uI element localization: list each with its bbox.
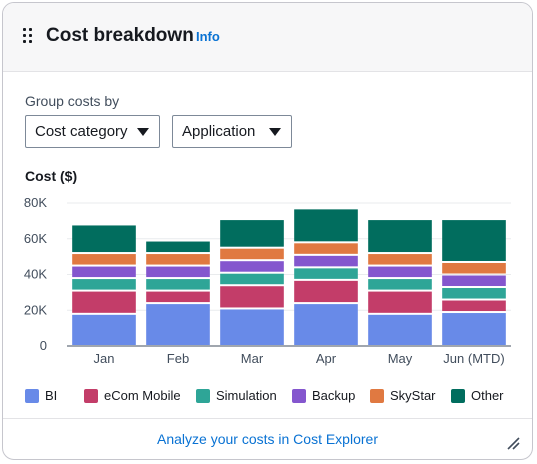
bar-segment-simulation[interactable]	[368, 279, 432, 290]
y-tick-label: 80K	[24, 195, 47, 210]
x-tick-label: Mar	[241, 351, 264, 366]
bar-segment-simulation[interactable]	[146, 279, 210, 290]
bar-segment-other[interactable]	[368, 220, 432, 253]
legend-label: Other	[471, 388, 504, 403]
x-tick-label: Jun (MTD)	[443, 351, 504, 366]
bar-segment-simulation[interactable]	[220, 273, 284, 285]
bar-segment-bi[interactable]	[294, 304, 358, 345]
bar-segment-bi[interactable]	[220, 309, 284, 345]
x-tick-label: Feb	[167, 351, 189, 366]
legend-swatch	[25, 389, 39, 403]
bar-segment-backup[interactable]	[146, 266, 210, 278]
legend-swatch	[292, 389, 306, 403]
caret-down-icon	[137, 128, 149, 136]
bar-segment-bi[interactable]	[368, 314, 432, 345]
legend-label: Backup	[312, 388, 356, 403]
bar-segment-skystar[interactable]	[72, 254, 136, 265]
bar-segment-other[interactable]	[442, 220, 506, 261]
legend-label: BI	[45, 388, 58, 403]
y-tick-label: 60K	[24, 231, 47, 246]
bar-segment-bi[interactable]	[442, 313, 506, 345]
bar-segment-ecom-mobile[interactable]	[146, 291, 210, 303]
bar-segment-bi[interactable]	[72, 314, 136, 345]
widget-title: Cost breakdown	[46, 25, 194, 46]
y-tick-label: 20K	[24, 302, 47, 317]
cost-bar-chart: 0 20K 40K 60K 80K Jan Feb Mar Apr May Jun (MTD)	[24, 195, 511, 366]
y-tick-label: 0	[40, 338, 47, 353]
bar-segment-bi[interactable]	[146, 304, 210, 345]
legend-swatch	[451, 389, 465, 403]
bar-segment-other[interactable]	[294, 209, 358, 242]
bar-segment-skystar[interactable]	[368, 254, 432, 265]
info-link[interactable]: Info	[196, 29, 220, 44]
x-tick-label: Jan	[94, 351, 115, 366]
bar-segment-simulation[interactable]	[72, 279, 136, 290]
bar-segment-skystar[interactable]	[220, 248, 284, 260]
y-tick-label: 40K	[24, 267, 47, 282]
bar-segment-simulation[interactable]	[294, 268, 358, 279]
application-select[interactable]: Application	[172, 115, 292, 148]
bar-segment-other[interactable]	[146, 241, 210, 253]
legend-swatch	[196, 389, 210, 403]
application-select-value: Application	[182, 123, 256, 140]
legend-label: Simulation	[216, 388, 277, 403]
cost-breakdown-widget: Cost breakdown Info Group costs by Cost …	[2, 2, 533, 460]
caret-down-icon	[269, 128, 281, 136]
x-tick-label: May	[388, 351, 413, 366]
bar-segment-ecom-mobile[interactable]	[220, 286, 284, 308]
group-costs-label: Group costs by	[25, 93, 120, 109]
bar-segment-ecom-mobile[interactable]	[72, 291, 136, 313]
legend-label: eCom Mobile	[104, 388, 181, 403]
chart-axis-title: Cost ($)	[25, 168, 78, 184]
cost-explorer-link[interactable]: Analyze your costs in Cost Explorer	[157, 431, 378, 447]
x-tick-label: Apr	[316, 351, 337, 366]
bar-segment-skystar[interactable]	[442, 262, 506, 274]
bar-segment-other[interactable]	[72, 225, 136, 253]
bar-segment-skystar[interactable]	[146, 254, 210, 265]
resize-handle-icon[interactable]	[506, 436, 520, 450]
bar-segment-backup[interactable]	[368, 266, 432, 278]
bar-segment-backup[interactable]	[294, 255, 358, 267]
bar-segment-ecom-mobile[interactable]	[294, 280, 358, 303]
legend-label: SkyStar	[390, 388, 436, 403]
legend-swatch	[370, 389, 384, 403]
widget-footer: Analyze your costs in Cost Explorer	[3, 418, 532, 459]
bar-segment-ecom-mobile[interactable]	[442, 300, 506, 312]
drag-handle-icon[interactable]	[23, 28, 35, 46]
bar-segment-backup[interactable]	[442, 275, 506, 287]
widget-header: Cost breakdown Info	[3, 3, 532, 72]
legend-swatch	[84, 389, 98, 403]
bar-segment-ecom-mobile[interactable]	[368, 291, 432, 313]
bar-segment-skystar[interactable]	[294, 243, 358, 254]
bar-segment-backup[interactable]	[72, 266, 136, 278]
cost-category-select[interactable]: Cost category	[25, 115, 160, 148]
bar-segment-simulation[interactable]	[442, 288, 506, 299]
cost-category-select-value: Cost category	[35, 123, 128, 140]
bar-segment-backup[interactable]	[220, 261, 284, 272]
bar-segment-other[interactable]	[220, 220, 284, 247]
